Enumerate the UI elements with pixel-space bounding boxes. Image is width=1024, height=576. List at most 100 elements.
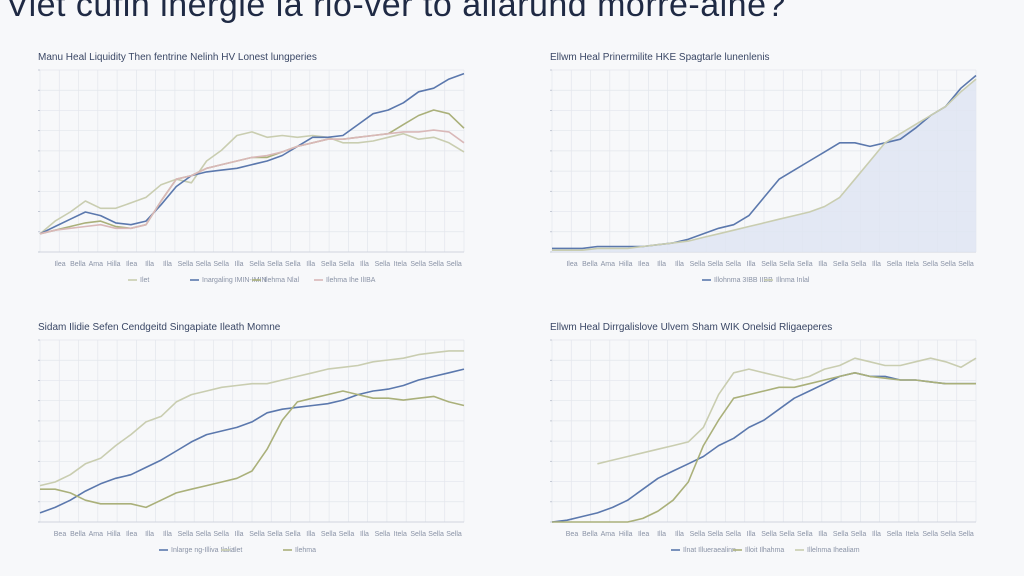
x-tick-label: Sella — [922, 531, 938, 538]
grid — [39, 69, 465, 253]
x-tick-label: Sella — [761, 531, 777, 538]
x-tick-label: Ama — [601, 261, 616, 268]
x-tick-label: Sella — [940, 531, 956, 538]
series-line — [552, 78, 977, 251]
x-tick-label: Ama — [89, 261, 104, 268]
x-tick-label: Hilla — [107, 261, 121, 268]
legend-label: Ilnat Illueraealinn — [683, 547, 736, 554]
series-line — [597, 357, 977, 465]
chart-title: Ellwm Heal Dirrgalislove Ulvem Sham WIK … — [550, 322, 833, 333]
series-line — [552, 74, 977, 250]
x-tick-label: Sella — [797, 531, 813, 538]
series-line — [39, 129, 465, 235]
series-line — [39, 131, 465, 235]
x-tick-label: Itela — [906, 261, 919, 268]
x-tick-label: Itela — [906, 531, 919, 538]
line-chart: Ilea Bella Ama Hilla Ilea Illa Illa Sella Sella S… — [38, 69, 465, 284]
chart-title: Ellwm Heal Prinermilite HKE Spagtarle lu… — [550, 52, 770, 63]
x-tick-label: Illa — [872, 531, 881, 538]
x-tick-label: Sella — [285, 531, 301, 538]
x-tick-label: Illa — [306, 531, 315, 538]
x-tick-label: Illa — [675, 531, 684, 538]
x-tick-label: Sella — [958, 531, 974, 538]
x-tick-label: Sella — [375, 261, 391, 268]
x-tick-label: Illa — [747, 261, 756, 268]
legend-label: Ilehma — [295, 547, 316, 554]
x-tick-label: Sella — [725, 261, 741, 268]
x-tick-label: Illa — [657, 261, 666, 268]
x-tick-label: Illa — [657, 531, 666, 538]
x-tick-label: Sella — [321, 531, 337, 538]
x-tick-label: Sella — [446, 531, 462, 538]
x-tick-label: Sella — [249, 261, 265, 268]
x-tick-label: Illa — [360, 531, 369, 538]
x-tick-label: Illa — [145, 261, 154, 268]
x-tick-label: Sella — [707, 261, 723, 268]
legend-label: Inargaling IMIN-IMIN — [202, 277, 267, 284]
x-tick-label: Itela — [394, 531, 407, 538]
x-tick-label: Sella — [922, 261, 938, 268]
legend-label: Ilehma Ihe IlIBA — [326, 277, 376, 284]
x-tick-label: Sella — [779, 531, 795, 538]
legend-label: Ilet — [140, 277, 149, 284]
x-tick-label: Illa — [306, 261, 315, 268]
x-tick-label: Bea — [54, 531, 67, 538]
x-tick-label: Hilla — [619, 261, 633, 268]
x-tick-label: Ama — [89, 531, 104, 538]
x-tick-label: Sella — [779, 261, 795, 268]
x-tick-label: Illa — [163, 531, 172, 538]
chart-title: Manu Heal Liquidity Then fentrine Nelinh… — [38, 52, 317, 63]
grid — [39, 339, 465, 523]
x-tick-label: Sella — [267, 531, 283, 538]
x-tick-label: Bella — [582, 531, 598, 538]
page-title: Viet cufin inergie la rio-ver to allarun… — [6, 0, 786, 24]
legend-label: Illnma Inlal — [776, 277, 810, 284]
x-tick-label: Sella — [195, 261, 211, 268]
legend-label: Illelnma Ihealiam — [807, 547, 860, 554]
x-tick-label: Ama — [601, 531, 616, 538]
series-line — [40, 390, 465, 509]
x-tick-label: Sella — [958, 261, 974, 268]
x-tick-label: Sella — [833, 261, 849, 268]
line-chart: Bea Bella Ama Hilla Ilea Illa Illa Sella Sella Se… — [550, 339, 977, 554]
x-tick-label: Illa — [163, 261, 172, 268]
area-fill — [552, 79, 976, 252]
area-chart: Ilea Bella Ama Hilla Ilea Illa Illa Sella Sella S… — [550, 69, 977, 284]
line-chart: Bea Bella Ama Hilla Ilea Illa Illa Sella Sella Se… — [38, 339, 465, 554]
x-tick-label: Ilea — [54, 261, 65, 268]
x-tick-label: Illa — [872, 261, 881, 268]
x-tick-label: Sella — [339, 531, 355, 538]
grid — [551, 339, 977, 523]
x-tick-label: Sella — [940, 261, 956, 268]
x-tick-label: Sella — [321, 261, 337, 268]
x-tick-label: Illa — [235, 261, 244, 268]
x-tick-label: Sella — [267, 261, 283, 268]
x-tick-label: Sella — [178, 531, 194, 538]
x-tick-label: Sella — [410, 261, 426, 268]
x-tick-label: Sella — [797, 261, 813, 268]
x-tick-label: Bella — [70, 261, 86, 268]
chart-panel-top-left: Manu Heal Liquidity Then fentrine Nelinh… — [38, 52, 468, 292]
chart-panel-bottom-right: Ellwm Heal Dirrgalislove Ulvem Sham WIK … — [550, 322, 980, 562]
x-tick-label: Sella — [428, 261, 444, 268]
legend-label: Ilet — [233, 547, 242, 554]
x-tick-label: Ilea — [638, 261, 649, 268]
x-tick-label: Bella — [70, 531, 86, 538]
x-tick-label: Sella — [851, 531, 867, 538]
x-tick-label: Bea — [566, 531, 579, 538]
x-tick-label: Sella — [375, 531, 391, 538]
x-tick-label: Sella — [446, 261, 462, 268]
x-tick-label: Ilea — [638, 531, 649, 538]
chart-panel-top-right: Ellwm Heal Prinermilite HKE Spagtarle lu… — [550, 52, 980, 292]
x-tick-label: Ilea — [126, 261, 137, 268]
x-tick-label: Sella — [690, 261, 706, 268]
x-tick-label: Sella — [178, 261, 194, 268]
x-tick-label: Illa — [145, 531, 154, 538]
series-line — [39, 350, 464, 487]
x-tick-label: Ilea — [126, 531, 137, 538]
x-tick-label: Illa — [818, 261, 827, 268]
legend-label: Inlarge ng-Illiva Ilalia — [171, 547, 235, 554]
x-tick-label: Sella — [851, 261, 867, 268]
x-tick-label: Ilea — [566, 261, 577, 268]
x-tick-label: Bella — [582, 261, 598, 268]
